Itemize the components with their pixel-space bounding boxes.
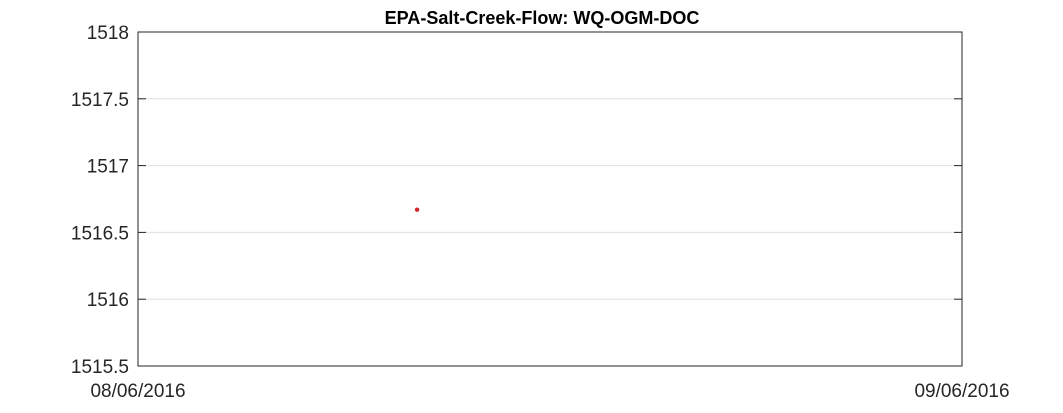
y-tick-label: 1515.5 xyxy=(71,357,129,378)
y-tick-label: 1516.5 xyxy=(71,223,129,244)
y-axis: 1515.5 1516 1516.5 1517 1517.5 1518 xyxy=(71,23,962,378)
data-points xyxy=(414,207,420,212)
y-tick-label: 1516 xyxy=(87,290,129,311)
y-tick-label: 1517.5 xyxy=(71,90,129,111)
x-tick-label: 09/06/2016 xyxy=(914,381,1009,402)
y-tick-label: 1517 xyxy=(87,157,129,178)
chart-title: EPA-Salt-Creek-Flow: WQ-OGM-DOC xyxy=(385,8,700,28)
data-point xyxy=(414,207,420,212)
grid-lines xyxy=(138,98,962,300)
x-tick-label: 08/06/2016 xyxy=(90,381,185,402)
x-axis: 08/06/2016 09/06/2016 xyxy=(90,381,1009,402)
plot-area xyxy=(137,31,963,367)
y-tick-label: 1518 xyxy=(87,23,129,44)
